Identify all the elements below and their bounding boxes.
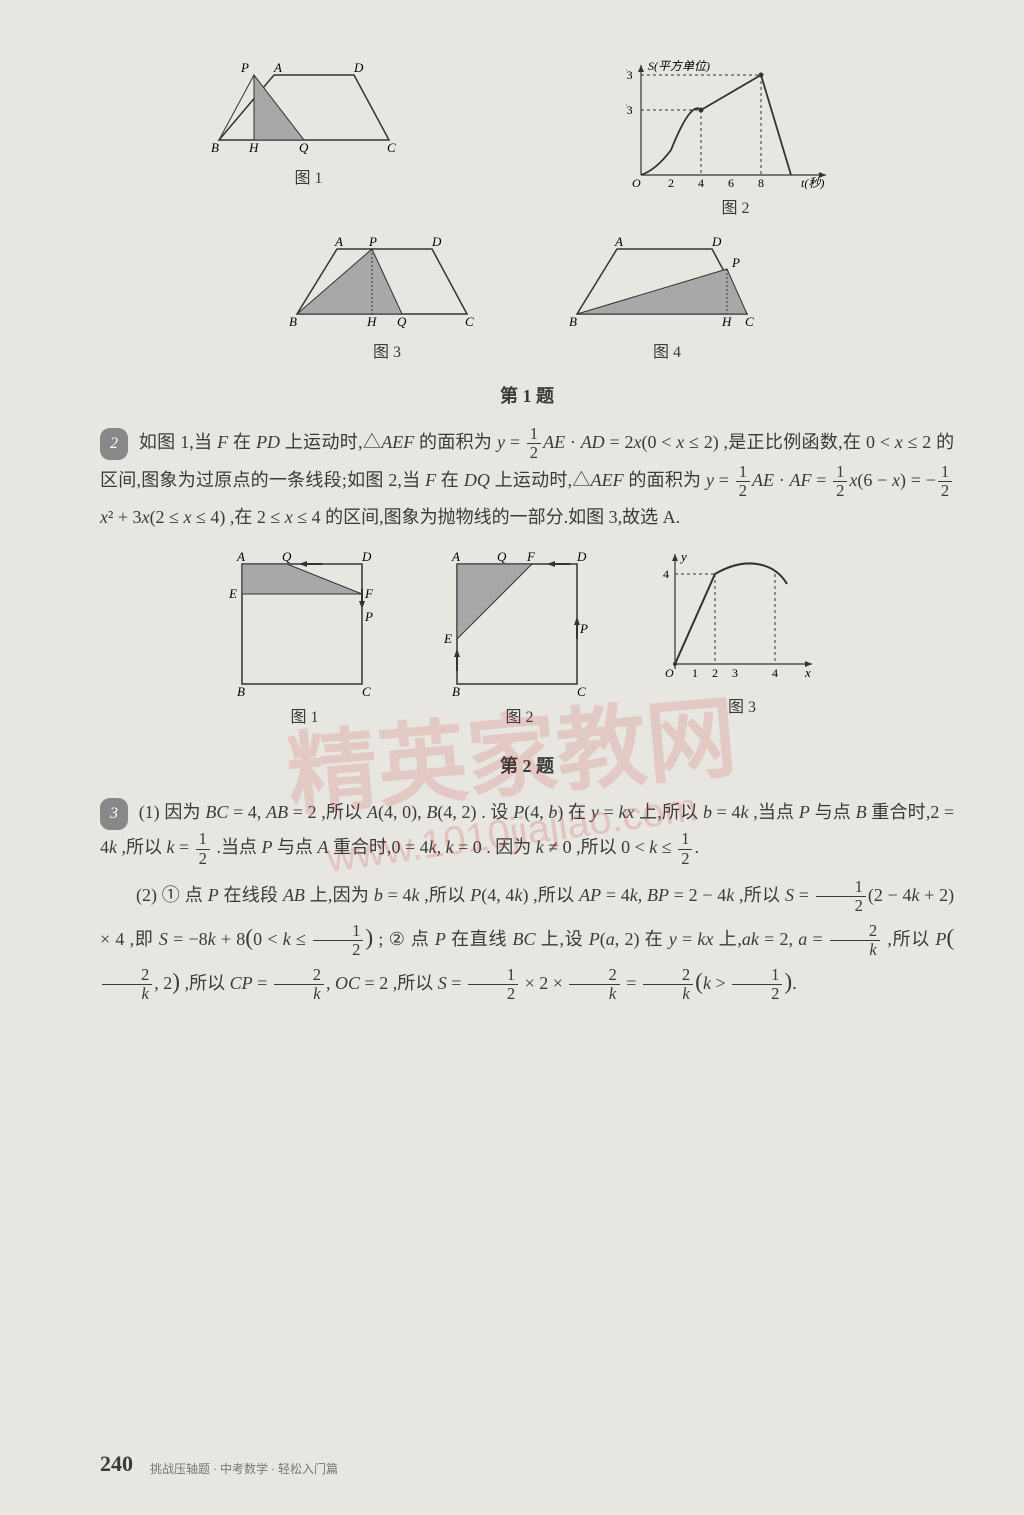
svg-text:2: 2	[712, 666, 718, 680]
xtick-4: 4	[698, 176, 704, 190]
figure-2: 2 4 6 8 4√3 8√3 O t(秒) S(平方单位) 图 2	[626, 60, 846, 224]
fig1-caption: 图 1	[209, 164, 409, 194]
label-D: D	[353, 60, 364, 75]
q2-fig1-svg: A D B C E F Q P	[227, 549, 382, 699]
p2-t7: 上运动时,	[495, 470, 572, 490]
ytick-8r3: 8√3	[626, 68, 633, 82]
problem-3-part2: (2) ① 点 P 在线段 AB 上,因为 b = 4k ,所以 P(4, 4k…	[100, 878, 954, 1005]
p2-t0: 如图 1,当	[139, 432, 217, 452]
p2-t8: 的面积为	[628, 470, 706, 490]
figure-4: A D B C P H 图 4	[567, 234, 767, 368]
xtick-2: 2	[668, 176, 674, 190]
fig4-caption: 图 4	[567, 338, 767, 368]
badge-2: 2	[100, 428, 128, 460]
svg-text:E: E	[228, 586, 237, 601]
problem-3-part1: 3 (1) 因为 BC = 4, AB = 2 ,所以 A(4, 0), B(4…	[100, 795, 954, 868]
label-C: C	[745, 314, 754, 329]
svg-text:P: P	[364, 609, 373, 624]
svg-text:B: B	[452, 684, 460, 699]
label-A: A	[273, 60, 282, 75]
figure-3-svg: A D B C P H Q	[287, 234, 487, 334]
q2-fig3-svg: 1 2 3 4 4 O x y	[657, 549, 827, 689]
label-B: B	[211, 140, 219, 155]
xtick-6: 6	[728, 176, 734, 190]
p2-t1: 在	[233, 432, 256, 452]
p2-t2: 上运动时,	[285, 432, 363, 452]
q1-title: 第 1 题	[100, 379, 954, 413]
figure-1: A D B C P H Q 图 1	[209, 60, 409, 224]
label-D: D	[431, 234, 442, 249]
svg-text:O: O	[665, 666, 674, 680]
figure-2-svg: 2 4 6 8 4√3 8√3 O t(秒) S(平方单位)	[626, 60, 846, 190]
svg-text:y: y	[679, 549, 687, 564]
svg-text:x: x	[804, 665, 811, 680]
p2-t6: 在	[441, 470, 464, 490]
label-P: P	[368, 234, 377, 249]
xlabel: t(秒)	[801, 176, 824, 190]
svg-text:E: E	[443, 631, 452, 646]
q2-fig2-caption: 图 2	[442, 703, 597, 733]
label-P: P	[240, 60, 249, 75]
svg-text:D: D	[576, 549, 587, 564]
label-P: P	[731, 255, 740, 270]
label-B: B	[289, 314, 297, 329]
svg-text:B: B	[237, 684, 245, 699]
label-H: H	[366, 314, 377, 329]
svg-text:P: P	[579, 621, 588, 636]
label-H: H	[721, 314, 732, 329]
label-B: B	[569, 314, 577, 329]
badge-3: 3	[100, 798, 128, 830]
p2-t10: 的区间,图象为抛物线的一部分.如图 3,故选 A.	[325, 507, 680, 527]
ylabel: S(平方单位)	[648, 60, 710, 73]
p2-t9: ,在	[230, 507, 257, 527]
svg-text:4: 4	[772, 666, 778, 680]
svg-text:F: F	[364, 586, 374, 601]
label-C: C	[465, 314, 474, 329]
page-subtitle: 挑战压轴题 · 中考数学 · 轻松入门篇	[150, 1458, 338, 1481]
label-A: A	[334, 234, 343, 249]
problem-2: 2 如图 1,当 F 在 PD 上运动时,△AEF 的面积为 y = 12AE …	[100, 425, 954, 534]
svg-text:A: A	[236, 549, 245, 564]
label-Q: Q	[397, 314, 407, 329]
figure-q2-2: A D B C E F Q P 图 2	[442, 549, 597, 733]
svg-text:Q: Q	[497, 549, 507, 564]
svg-text:A: A	[451, 549, 460, 564]
label-A: A	[614, 234, 623, 249]
fig2-caption: 图 2	[626, 194, 846, 224]
q2-title: 第 2 题	[100, 749, 954, 783]
figure-q2-1: A D B C E F Q P 图 1	[227, 549, 382, 733]
page-number: 240	[100, 1443, 133, 1485]
p2-t3: 的面积为	[419, 432, 497, 452]
q2-fig1-caption: 图 1	[227, 703, 382, 733]
q2-fig2-svg: A D B C E F Q P	[442, 549, 597, 699]
origin-O: O	[632, 176, 641, 190]
svg-text:Q: Q	[282, 549, 292, 564]
figure-4-svg: A D B C P H	[567, 234, 767, 334]
svg-text:1: 1	[692, 666, 698, 680]
svg-text:D: D	[361, 549, 372, 564]
figure-3: A D B C P H Q 图 3	[287, 234, 487, 368]
ytick-4r3: 4√3	[626, 103, 633, 117]
p3-label1: (1)	[139, 802, 160, 822]
fig3-caption: 图 3	[287, 338, 487, 368]
q2-fig3-caption: 图 3	[657, 693, 827, 723]
svg-text:C: C	[577, 684, 586, 699]
svg-text:F: F	[526, 549, 536, 564]
svg-text:C: C	[362, 684, 371, 699]
svg-text:4: 4	[663, 567, 669, 581]
figure-q2-3: 1 2 3 4 4 O x y 图 3	[657, 549, 827, 733]
p3-label2: (2)	[136, 885, 157, 905]
label-C: C	[387, 140, 396, 155]
xtick-8: 8	[758, 176, 764, 190]
mid-figure-row: A D B C P H Q 图 3 A D B C P H 图 4	[100, 234, 954, 368]
top-figure-row: A D B C P H Q 图 1 2 4 6 8 4√3	[100, 60, 954, 224]
label-Q: Q	[299, 140, 309, 155]
svg-text:3: 3	[732, 666, 738, 680]
label-H: H	[248, 140, 259, 155]
figure-1-svg: A D B C P H Q	[209, 60, 409, 160]
label-D: D	[711, 234, 722, 249]
q2-figure-row: A D B C E F Q P 图 1 A D B C E F Q P	[100, 549, 954, 733]
p2-t4: ,是正比例函数,在	[724, 432, 867, 452]
